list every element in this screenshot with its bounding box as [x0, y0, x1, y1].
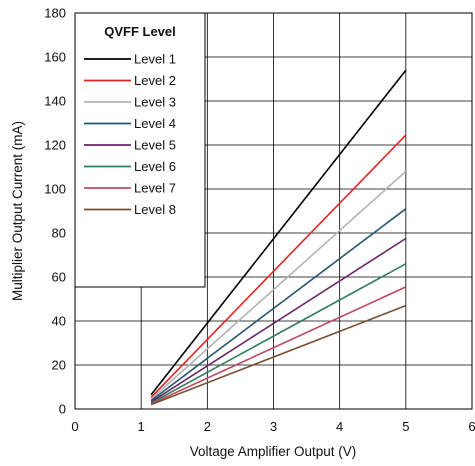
x-tick-label: 3	[270, 419, 277, 434]
series-line	[150, 134, 407, 398]
x-tick-label: 6	[468, 419, 475, 434]
y-axis-label: Multiplier Output Current (mA)	[10, 121, 25, 301]
y-tick-label: 20	[52, 358, 66, 373]
legend-label: Level 6	[134, 159, 176, 174]
legend-title: QVFF Level	[104, 24, 176, 39]
series-line	[150, 208, 407, 402]
y-tick-label: 40	[52, 314, 66, 329]
y-tick-label: 100	[44, 182, 66, 197]
series-line	[150, 304, 407, 406]
y-tick-label: 80	[52, 226, 66, 241]
legend-label: Level 4	[134, 116, 176, 131]
x-tick-labels: 0 1 2 3 4 5 6	[71, 419, 475, 434]
x-tick-label: 4	[336, 419, 343, 434]
x-tick-label: 5	[402, 419, 409, 434]
legend-label: Level 2	[134, 73, 176, 88]
series-lines	[150, 69, 407, 406]
x-tick-label: 0	[71, 419, 78, 434]
x-tick-label: 2	[204, 419, 211, 434]
legend-label: Level 7	[134, 181, 176, 196]
legend-label: Level 8	[134, 202, 176, 217]
series-line	[150, 170, 407, 400]
series-line	[150, 237, 407, 403]
y-tick-labels: 0 20 40 60 80 100 120 140 160 180	[44, 6, 66, 417]
legend-label: Level 3	[134, 95, 176, 110]
series-line	[150, 69, 407, 396]
y-tick-label: 0	[59, 402, 66, 417]
legend-label: Level 5	[134, 138, 176, 153]
y-tick-label: 140	[44, 94, 66, 109]
legend-label: Level 1	[134, 52, 176, 67]
series-line	[150, 263, 407, 404]
y-tick-label: 160	[44, 50, 66, 65]
legend-items: Level 1 Level 2 Level 3 Level 4 Level 5 Level…	[84, 52, 176, 217]
x-axis-label: Voltage Amplifier Output (V)	[190, 444, 357, 459]
x-tick-label: 1	[138, 419, 145, 434]
y-tick-label: 120	[44, 138, 66, 153]
y-tick-label: 60	[52, 270, 66, 285]
series-line	[150, 286, 407, 405]
y-tick-label: 180	[44, 6, 66, 21]
